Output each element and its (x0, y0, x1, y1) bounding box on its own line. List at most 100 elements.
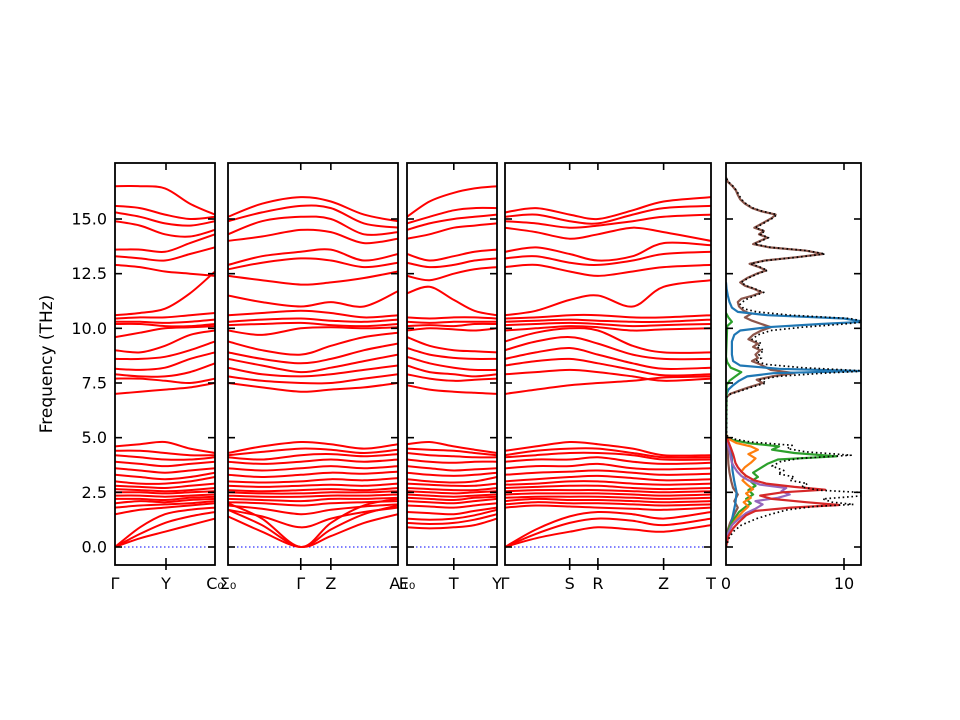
band-line (115, 246, 215, 262)
band-line (228, 382, 398, 393)
band-line (115, 467, 215, 474)
band-line (407, 502, 497, 509)
kpoint-label: A₀ (389, 574, 406, 593)
band-line (228, 497, 398, 549)
band-line (407, 497, 497, 505)
band-line (115, 517, 215, 548)
band-line (505, 451, 711, 461)
band-line (228, 321, 398, 328)
band-lines (228, 196, 398, 549)
band-line (115, 471, 215, 481)
band-line (115, 506, 215, 548)
band-line (407, 458, 497, 464)
band-line (115, 351, 215, 371)
panel-border (227, 162, 399, 566)
dos-green (726, 312, 839, 548)
band-line (228, 331, 398, 356)
kpoint-label: Z (325, 574, 336, 593)
band-line (115, 511, 215, 548)
panel-border (406, 162, 498, 566)
band-line (407, 266, 497, 282)
kpoint-label: Γ (501, 574, 510, 593)
band-line (407, 347, 497, 360)
band-line (505, 241, 711, 262)
band-line (505, 204, 711, 225)
band-line (407, 213, 497, 231)
band-line (228, 353, 398, 374)
band-line (115, 502, 215, 516)
band-line (228, 317, 398, 323)
band-line (228, 440, 398, 454)
band-line (115, 460, 215, 468)
band-line (115, 493, 215, 498)
band-lines (505, 196, 711, 548)
band-line (228, 204, 398, 229)
kpoint-label: E₀ (399, 574, 416, 593)
band-line (505, 447, 711, 459)
band-line (407, 257, 497, 269)
band-line (505, 524, 711, 548)
band-line (228, 496, 398, 503)
kpoint-label: T (448, 574, 459, 593)
band-line (407, 506, 497, 516)
band-line (505, 497, 711, 504)
band-line (115, 325, 215, 339)
y-tick-label: 2.5 (82, 483, 107, 502)
band-lines (115, 185, 215, 548)
y-tick-label: 7.5 (82, 373, 107, 392)
band-line (115, 318, 215, 324)
kpoint-label: Z (658, 574, 669, 593)
band-line (505, 489, 711, 494)
band-line (505, 517, 711, 548)
band-line (228, 500, 398, 507)
band-line (115, 476, 215, 485)
band-line (505, 456, 711, 465)
band-line (505, 336, 711, 361)
kpoint-label: T (705, 574, 716, 593)
dos-curves (726, 177, 861, 548)
band-line (407, 490, 497, 495)
band-line (505, 462, 711, 471)
band-line (407, 316, 497, 320)
band-line (228, 470, 398, 479)
dos-purple (726, 437, 791, 548)
band-line (115, 495, 215, 502)
band-line (407, 285, 497, 317)
panel-border (504, 162, 712, 566)
band-line (505, 357, 711, 377)
band-line (115, 312, 215, 320)
band-line (115, 382, 215, 395)
band-line (115, 500, 215, 509)
band-line (505, 469, 711, 476)
kpoint-label: R (592, 574, 603, 593)
band-line (228, 458, 398, 465)
band-line (228, 228, 398, 245)
band-line (505, 440, 711, 457)
band-line (228, 503, 398, 516)
band-line (228, 270, 398, 286)
kpoint-label: C₀ (206, 574, 224, 593)
band-line (228, 477, 398, 484)
band-line (505, 492, 711, 497)
band-line (228, 465, 398, 472)
band-line (115, 440, 215, 454)
band-line (115, 377, 215, 385)
panel-E0-T-Y: E₀ T Y (399, 162, 502, 593)
band-line (115, 204, 215, 221)
kpoint-label: Y (491, 574, 502, 593)
band-line (115, 482, 215, 490)
band-line (115, 362, 215, 378)
band-line (505, 501, 711, 507)
band-line (505, 226, 711, 242)
band-line (228, 490, 398, 495)
band-line (407, 508, 497, 521)
band-line (407, 465, 497, 472)
band-line (505, 504, 711, 511)
panel-border (114, 162, 216, 566)
y-tick-label: 10.0 (71, 319, 107, 338)
band-line (505, 510, 711, 548)
band-line (407, 327, 497, 332)
